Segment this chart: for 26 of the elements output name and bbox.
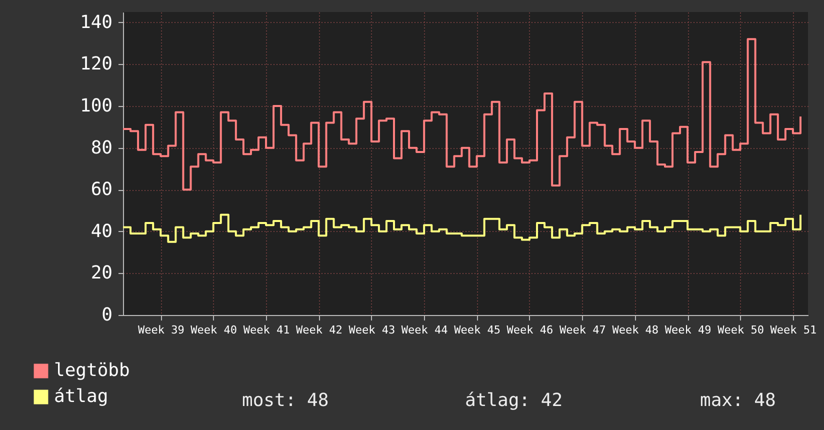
x-tick-label: Week 48	[612, 324, 659, 336]
x-tick-label: Week 49	[664, 324, 712, 336]
y-tick-label: 120	[80, 54, 112, 75]
x-tick-label: Week 45	[454, 324, 500, 336]
text: átlag: 42	[465, 390, 563, 411]
x-tick-label: Week 41	[243, 324, 290, 336]
y-tick-label: 80	[90, 137, 112, 158]
legend-label: átlag	[54, 386, 108, 407]
x-tick-label: Week 43	[348, 324, 396, 336]
x-tick-label: Week 40	[190, 324, 238, 336]
x-tick-label: Week 46	[506, 324, 554, 336]
x-tick-label: Week 42	[296, 324, 342, 336]
y-tick-label: 100	[80, 96, 112, 117]
y-tick-label: 60	[90, 179, 112, 200]
x-tick-label: Week 39	[138, 324, 184, 336]
x-tick-label: Week 51	[770, 324, 817, 336]
x-tick-label: Week 44	[401, 324, 448, 336]
x-tick-label: Week 50	[718, 324, 764, 336]
y-tick-label: 140	[80, 12, 112, 33]
text: max: 48	[700, 390, 776, 411]
x-tick-label: Week 47	[559, 324, 606, 336]
y-tick-label: 20	[90, 262, 112, 284]
text: most: 48	[242, 390, 329, 411]
y-tick-label: 40	[90, 220, 112, 242]
y-tick-label: 0	[102, 304, 112, 326]
legend-label: legtöbb	[54, 360, 130, 381]
